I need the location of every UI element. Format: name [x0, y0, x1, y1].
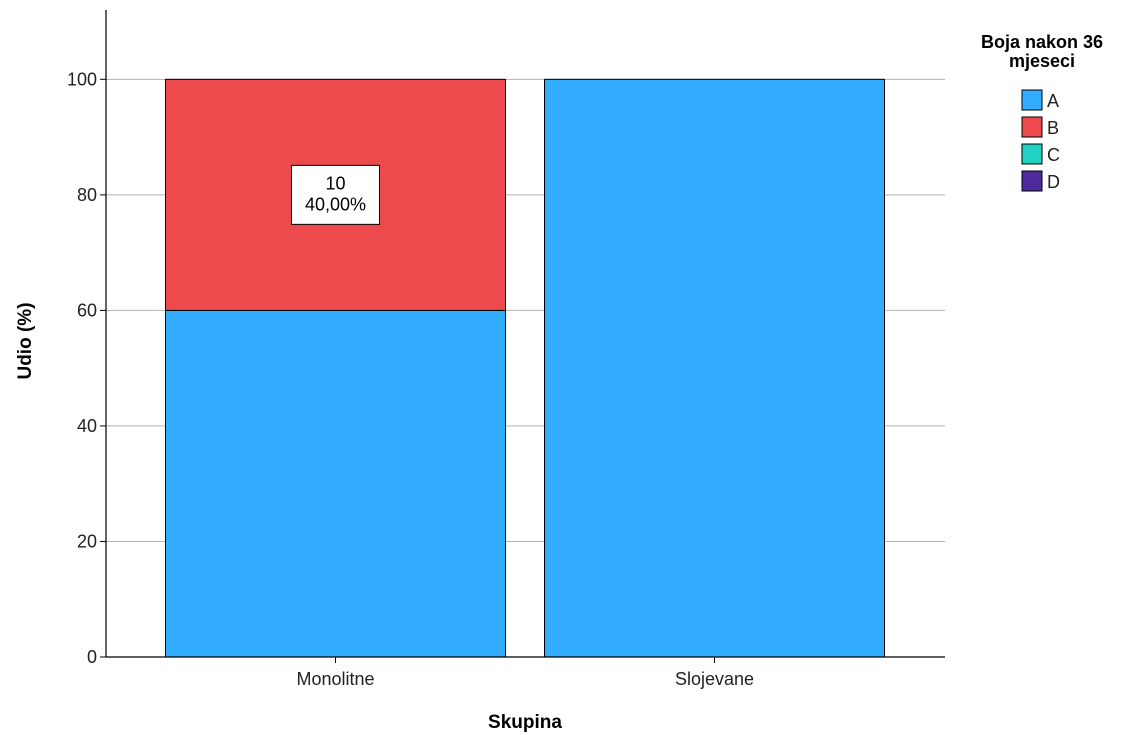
y-tick-label: 40 — [77, 416, 97, 436]
legend-label: B — [1047, 118, 1059, 138]
x-tick-labels: Monolitne Slojevane — [296, 657, 754, 689]
legend-label: A — [1047, 91, 1059, 111]
legend-swatch — [1021, 143, 1043, 165]
legend-label: D — [1047, 172, 1060, 192]
legend-swatch — [1021, 116, 1043, 138]
legend-title: mjeseci — [1009, 51, 1075, 71]
x-tick-label: Slojevane — [675, 669, 754, 689]
y-tick-label: 60 — [77, 300, 97, 320]
legend-swatch — [1021, 170, 1043, 192]
y-tick-label: 100 — [67, 69, 97, 89]
bars — [165, 78, 885, 658]
data-label-text: 40,00% — [305, 194, 366, 214]
y-tick-label: 0 — [87, 647, 97, 667]
legend-title: Boja nakon 36 — [981, 32, 1103, 52]
x-axis-title: Skupina — [488, 712, 562, 733]
axes — [105, 10, 945, 658]
data-label-box — [291, 164, 380, 225]
bar-segment — [165, 309, 506, 658]
legend-swatch — [1021, 89, 1043, 111]
legend-label: C — [1047, 145, 1060, 165]
x-tick-label: Monolitne — [296, 669, 374, 689]
y-tick-label: 80 — [77, 185, 97, 205]
data-label-text: 10 — [325, 173, 345, 193]
y-tick-labels: 0 20 40 60 80 100 — [67, 69, 97, 667]
y-axis-title: Udio (%) — [15, 302, 36, 379]
bar-segment — [544, 78, 885, 658]
y-tick-label: 20 — [77, 531, 97, 551]
